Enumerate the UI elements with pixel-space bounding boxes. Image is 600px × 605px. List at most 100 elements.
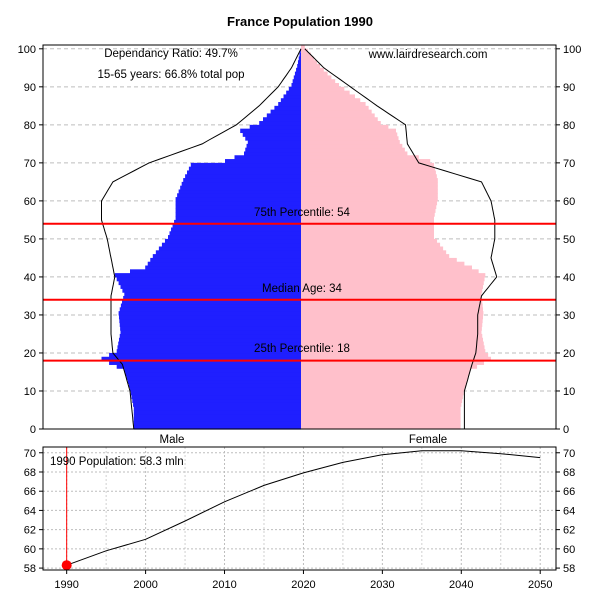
- female-bar: [301, 333, 483, 339]
- female-bar: [301, 98, 361, 103]
- female-bar: [301, 71, 328, 77]
- male-bar: [242, 132, 301, 137]
- male-bar: [171, 227, 301, 232]
- male-bar: [291, 83, 301, 88]
- female-bar: [301, 238, 438, 244]
- female-bar: [301, 79, 336, 84]
- female-bar: [301, 204, 437, 210]
- female-bar: [301, 151, 408, 156]
- y-tick-label-left: 10: [24, 386, 36, 398]
- female-bar: [301, 417, 461, 422]
- y-tick-label-left: 20: [24, 348, 36, 360]
- female-bar: [301, 341, 484, 346]
- female-outline-line: [304, 48, 498, 429]
- male-bar: [127, 379, 301, 384]
- male-bar: [130, 269, 301, 274]
- male-bar: [298, 56, 301, 61]
- y-tick-label-left: 30: [24, 310, 36, 322]
- female-bar: [301, 121, 381, 126]
- male-bar: [169, 231, 301, 236]
- male-bar: [116, 349, 301, 354]
- female-bar: [301, 235, 434, 240]
- male-bar: [188, 166, 301, 172]
- female-bar: [301, 200, 438, 206]
- male-bar: [114, 273, 301, 278]
- female-bar: [301, 109, 372, 115]
- y-tick-label-left: 100: [18, 44, 36, 56]
- male-bar: [126, 375, 301, 381]
- female-axis-label: Female: [409, 434, 447, 446]
- y-tick-label-right: 100: [563, 44, 581, 56]
- female-bar: [301, 162, 434, 168]
- female-bar: [301, 265, 472, 270]
- female-bar: [301, 181, 438, 187]
- male-bar: [118, 341, 301, 346]
- female-bar: [301, 345, 485, 350]
- y-tick-label-right: 10: [563, 386, 575, 398]
- male-bar: [120, 303, 301, 308]
- y-tick-label-right: 66: [563, 486, 575, 498]
- female-bar: [301, 318, 483, 324]
- male-bar: [152, 254, 301, 259]
- female-bar: [301, 64, 320, 69]
- population-axis-ticks: 1990 2000 2010 2020 2030 2040 2050 58 58 60 60 62 62…: [24, 448, 576, 591]
- male-bar: [116, 276, 301, 282]
- female-bar: [301, 257, 457, 263]
- male-bar: [150, 257, 301, 263]
- male-bar: [286, 90, 301, 96]
- female-bar: [301, 406, 461, 411]
- y-tick-label-right: 80: [563, 120, 575, 132]
- female-bar: [301, 90, 350, 96]
- female-bar: [301, 128, 396, 134]
- female-bar: [301, 143, 403, 149]
- male-bar: [234, 155, 301, 160]
- y-tick-label-left: 50: [24, 234, 36, 246]
- male-bar: [109, 352, 301, 358]
- male-bar: [278, 102, 301, 107]
- female-bar: [301, 280, 484, 286]
- female-bar: [301, 254, 450, 259]
- female-bar: [301, 189, 438, 194]
- male-bar: [120, 330, 301, 335]
- male-bar: [130, 390, 301, 396]
- male-bar: [187, 170, 301, 175]
- male-bar: [125, 371, 301, 377]
- male-bar: [300, 48, 301, 54]
- y-tick-label-left: 70: [24, 448, 36, 460]
- y-tick-label-right: 60: [563, 544, 575, 556]
- male-bar: [158, 246, 301, 251]
- female-bar: [301, 75, 332, 80]
- y-tick-label-left: 60: [24, 544, 36, 556]
- female-bar: [301, 413, 461, 419]
- female-bar: [301, 124, 389, 130]
- pyramid-axis-ticks: 0 0 10 10 20 20 30 30 40 40 50 50 60 60 70 70 80 80 90 90 10…: [18, 44, 582, 436]
- female-bar: [301, 208, 436, 213]
- male-bar: [245, 136, 301, 141]
- male-bar: [175, 212, 301, 217]
- male-bar: [122, 299, 302, 305]
- y-tick-label-left: 0: [30, 424, 36, 436]
- female-bar: [301, 94, 355, 99]
- female-bar: [301, 178, 438, 183]
- male-bar: [183, 178, 301, 183]
- male-bar: [190, 162, 301, 168]
- male-bar: [244, 151, 301, 156]
- female-bar: [301, 197, 438, 202]
- x-tick-label: 2040: [449, 579, 473, 591]
- x-tick-label: 2020: [291, 579, 315, 591]
- male-bar: [293, 75, 301, 80]
- female-bar: [301, 212, 435, 217]
- chart-title: France Population 1990: [227, 14, 373, 29]
- male-bar: [117, 345, 302, 350]
- male-bar: [119, 322, 302, 327]
- female-bar: [301, 284, 484, 289]
- female-bar: [301, 48, 308, 54]
- female-bar: [301, 425, 461, 430]
- y-tick-label-left: 58: [24, 563, 36, 575]
- female-bar: [301, 246, 444, 251]
- female-bar: [301, 360, 485, 365]
- male-bar: [225, 159, 301, 164]
- y-tick-label-left: 90: [24, 82, 36, 94]
- female-bar: [301, 394, 463, 400]
